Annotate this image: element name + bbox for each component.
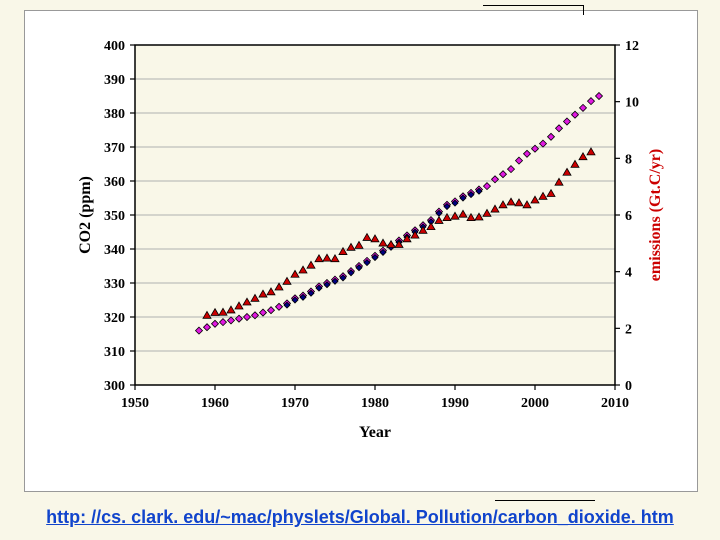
svg-text:2010: 2010	[601, 396, 629, 411]
svg-text:emissions (Gt.C/yr): emissions (Gt.C/yr)	[647, 149, 664, 281]
svg-text:310: 310	[104, 345, 125, 360]
svg-text:330: 330	[104, 277, 125, 292]
svg-text:1990: 1990	[441, 396, 469, 411]
svg-text:370: 370	[104, 141, 125, 156]
svg-text:0: 0	[625, 379, 632, 394]
chart-svg: 1950196019701980199020002010300310320330…	[75, 35, 670, 465]
svg-text:1980: 1980	[361, 396, 389, 411]
chart-frame: 1950196019701980199020002010300310320330…	[24, 10, 698, 492]
svg-text:1970: 1970	[281, 396, 309, 411]
svg-text:4: 4	[625, 266, 632, 281]
svg-text:390: 390	[104, 73, 125, 88]
svg-text:12: 12	[625, 39, 639, 54]
svg-text:300: 300	[104, 379, 125, 394]
svg-text:340: 340	[104, 243, 125, 258]
svg-text:8: 8	[625, 152, 632, 167]
dec-border-bot	[495, 500, 595, 501]
svg-text:Year: Year	[359, 424, 391, 441]
dec-border-top2	[583, 5, 584, 15]
svg-text:1960: 1960	[201, 396, 229, 411]
svg-text:CO2 (ppm): CO2 (ppm)	[77, 176, 94, 254]
svg-text:1950: 1950	[121, 396, 149, 411]
dec-border-top	[483, 5, 583, 6]
svg-text:320: 320	[104, 311, 125, 326]
source-link-area: http: //cs. clark. edu/~mac/physlets/Glo…	[24, 507, 696, 528]
svg-text:6: 6	[625, 209, 632, 224]
chart: 1950196019701980199020002010300310320330…	[75, 35, 670, 465]
source-link[interactable]: http: //cs. clark. edu/~mac/physlets/Glo…	[46, 507, 674, 527]
svg-text:400: 400	[104, 39, 125, 54]
svg-text:2: 2	[625, 322, 632, 337]
svg-text:10: 10	[625, 96, 639, 111]
svg-text:380: 380	[104, 107, 125, 122]
svg-text:360: 360	[104, 175, 125, 190]
svg-text:350: 350	[104, 209, 125, 224]
svg-text:2000: 2000	[521, 396, 549, 411]
